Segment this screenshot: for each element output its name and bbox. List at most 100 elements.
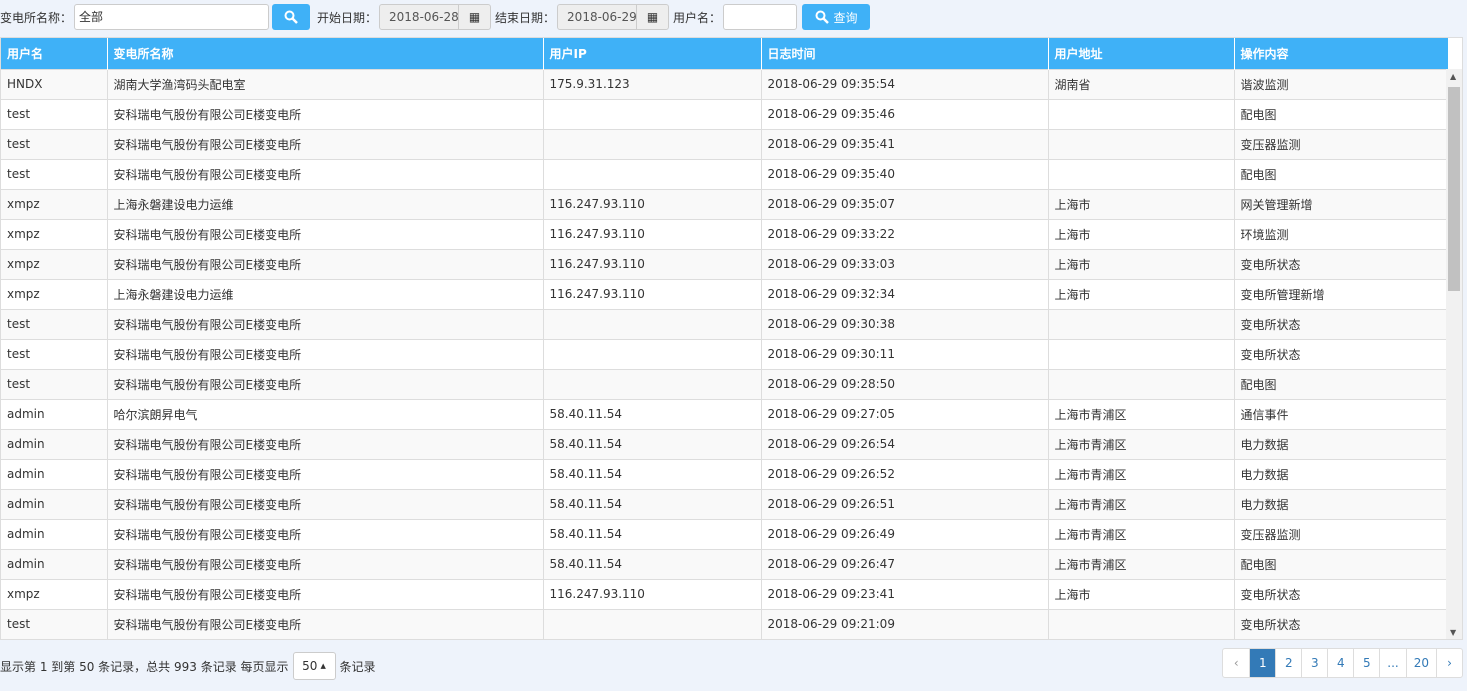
cell-operation: 谐波监测 xyxy=(1234,68,1449,99)
prev-page-button[interactable]: ‹ xyxy=(1233,656,1239,670)
cell-station: 安科瑞电气股份有限公司E楼变电所 xyxy=(107,608,544,639)
cell-username: test xyxy=(1,128,108,159)
cell-username: test xyxy=(1,308,108,339)
start-date-input[interactable]: 2018-06-28 xyxy=(389,10,459,24)
cell-address: 上海市青浦区 xyxy=(1048,428,1235,459)
cell-time: 2018-06-29 09:30:38 xyxy=(761,308,1049,339)
cell-operation: 变电所状态 xyxy=(1234,338,1449,369)
table-row[interactable]: test 安科瑞电气股份有限公司E楼变电所 2018-06-29 09:35:46 配… xyxy=(1,98,1449,129)
start-date-label: 开始日期： xyxy=(317,10,378,25)
cell-station: 安科瑞电气股份有限公司E楼变电所 xyxy=(107,308,544,339)
table-row[interactable]: admin 安科瑞电气股份有限公司E楼变电所 58.40.11.54 2018-06-… xyxy=(1,458,1449,489)
table-row[interactable]: xmpz 上海永磐建设电力运维 116.247.93.110 2018-06-29 0… xyxy=(1,188,1449,219)
start-date-picker[interactable]: 2018-06-28 ▦ xyxy=(379,4,492,30)
cell-ip: 58.40.11.54 xyxy=(543,458,762,489)
cell-operation: 变压器监测 xyxy=(1234,128,1449,159)
cell-operation: 变电所管理新增 xyxy=(1234,278,1449,309)
cell-address xyxy=(1048,338,1235,369)
header-operation[interactable]: 操作内容 xyxy=(1234,38,1449,69)
table-header-row: 用户名 变电所名称 用户IP 日志时间 用户地址 操作内容 xyxy=(1,38,1449,69)
header-ip[interactable]: 用户IP xyxy=(543,38,762,69)
cell-username: test xyxy=(1,338,108,369)
cell-ip: 58.40.11.54 xyxy=(543,398,762,429)
cell-username: xmpz xyxy=(1,188,108,219)
table-row[interactable]: test 安科瑞电气股份有限公司E楼变电所 2018-06-29 09:30:38 变… xyxy=(1,308,1449,339)
cell-address: 上海市 xyxy=(1048,188,1235,219)
cell-time: 2018-06-29 09:27:05 xyxy=(761,398,1049,429)
cell-username: admin xyxy=(1,518,108,549)
table-row[interactable]: admin 安科瑞电气股份有限公司E楼变电所 58.40.11.54 2018-06-… xyxy=(1,488,1449,519)
page-button[interactable]: 2 xyxy=(1275,649,1301,677)
table-row[interactable]: xmpz 上海永磐建设电力运维 116.247.93.110 2018-06-29 0… xyxy=(1,278,1449,309)
station-search-button[interactable] xyxy=(272,4,311,30)
cell-time: 2018-06-29 09:33:03 xyxy=(761,248,1049,279)
table-row[interactable]: test 安科瑞电气股份有限公司E楼变电所 2018-06-29 09:35:40 配… xyxy=(1,158,1449,189)
cell-station: 安科瑞电气股份有限公司E楼变电所 xyxy=(107,128,544,159)
vertical-scrollbar[interactable]: ▲ ▼ xyxy=(1446,69,1462,639)
cell-ip: 58.40.11.54 xyxy=(543,428,762,459)
page-button[interactable]: 4 xyxy=(1327,649,1353,677)
query-button[interactable]: 查询 xyxy=(802,4,871,30)
table-row[interactable]: admin 安科瑞电气股份有限公司E楼变电所 58.40.11.54 2018-06-… xyxy=(1,548,1449,579)
record-info: 显示第 1 到第 50 条记录，总共 993 条记录 每页显示 xyxy=(0,659,289,674)
table-row[interactable]: test 安科瑞电气股份有限公司E楼变电所 2018-06-29 09:30:11 变… xyxy=(1,338,1449,369)
end-date-label: 结束日期： xyxy=(495,10,556,25)
table-row[interactable]: test 安科瑞电气股份有限公司E楼变电所 2018-06-29 09:35:41 变… xyxy=(1,128,1449,159)
cell-time: 2018-06-29 09:33:22 xyxy=(761,218,1049,249)
calendar-icon[interactable]: ▦ xyxy=(636,5,668,29)
table-row[interactable]: admin 安科瑞电气股份有限公司E楼变电所 58.40.11.54 2018-06-… xyxy=(1,428,1449,459)
cell-username: admin xyxy=(1,548,108,579)
search-icon xyxy=(284,10,298,24)
cell-ip xyxy=(543,608,762,639)
cell-address: 上海市 xyxy=(1048,248,1235,279)
page-size-value: 50 xyxy=(302,659,318,673)
end-date-picker[interactable]: 2018-06-29 ▦ xyxy=(557,4,670,30)
cell-username: xmpz xyxy=(1,248,108,279)
table-row[interactable]: xmpz 安科瑞电气股份有限公司E楼变电所 116.247.93.110 2018-0… xyxy=(1,578,1449,609)
cell-station: 哈尔滨朗昇电气 xyxy=(107,398,544,429)
cell-operation: 配电图 xyxy=(1234,158,1449,189)
cell-operation: 变电所状态 xyxy=(1234,308,1449,339)
page-button[interactable]: 1 xyxy=(1249,649,1276,677)
page-button[interactable]: 5 xyxy=(1353,649,1379,677)
cell-operation: 变电所状态 xyxy=(1234,608,1449,639)
cell-address: 湖南省 xyxy=(1048,68,1235,99)
cell-ip xyxy=(543,308,762,339)
next-page-button[interactable]: › xyxy=(1436,649,1462,677)
cell-time: 2018-06-29 09:26:47 xyxy=(761,548,1049,579)
table-row[interactable]: admin 哈尔滨朗昇电气 58.40.11.54 2018-06-29 09:27:… xyxy=(1,398,1449,429)
page-size-select[interactable]: 50 ▲ xyxy=(292,652,336,680)
page-button[interactable]: 20 xyxy=(1405,649,1436,677)
username-input[interactable] xyxy=(723,4,798,30)
cell-operation: 配电图 xyxy=(1234,98,1449,129)
end-date-input[interactable]: 2018-06-29 xyxy=(567,10,637,24)
cell-station: 湖南大学渔湾码头配电室 xyxy=(107,68,544,99)
caret-up-icon: ▲ xyxy=(320,662,326,670)
header-username[interactable]: 用户名 xyxy=(1,38,108,69)
table-row[interactable]: test 安科瑞电气股份有限公司E楼变电所 2018-06-29 09:21:09 变… xyxy=(1,608,1449,639)
table-row[interactable]: xmpz 安科瑞电气股份有限公司E楼变电所 116.247.93.110 2018-0… xyxy=(1,248,1449,279)
table-row[interactable]: test 安科瑞电气股份有限公司E楼变电所 2018-06-29 09:28:50 配… xyxy=(1,368,1449,399)
table-row[interactable]: xmpz 安科瑞电气股份有限公司E楼变电所 116.247.93.110 2018-0… xyxy=(1,218,1449,249)
cell-operation: 网关管理新增 xyxy=(1234,188,1449,219)
calendar-icon[interactable]: ▦ xyxy=(458,5,490,29)
cell-station: 安科瑞电气股份有限公司E楼变电所 xyxy=(107,248,544,279)
station-input[interactable]: 全部 xyxy=(74,4,270,30)
cell-time: 2018-06-29 09:32:34 xyxy=(761,278,1049,309)
record-suffix: 条记录 xyxy=(339,659,376,674)
scroll-down-icon[interactable]: ▼ xyxy=(1450,628,1457,637)
cell-operation: 通信事件 xyxy=(1234,398,1449,429)
scrollbar-thumb[interactable] xyxy=(1448,87,1460,291)
cell-ip: 58.40.11.54 xyxy=(543,518,762,549)
scroll-up-icon[interactable]: ▲ xyxy=(1450,72,1457,81)
cell-address xyxy=(1048,308,1235,339)
header-address[interactable]: 用户地址 xyxy=(1048,38,1235,69)
header-station[interactable]: 变电所名称 xyxy=(107,38,544,69)
cell-username: admin xyxy=(1,488,108,519)
page-button[interactable]: 3 xyxy=(1301,649,1327,677)
cell-username: xmpz xyxy=(1,278,108,309)
header-time[interactable]: 日志时间 xyxy=(761,38,1049,69)
table-row[interactable]: HNDX 湖南大学渔湾码头配电室 175.9.31.123 2018-06-29 09… xyxy=(1,68,1449,99)
table-row[interactable]: admin 安科瑞电气股份有限公司E楼变电所 58.40.11.54 2018-06-… xyxy=(1,518,1449,549)
cell-ip xyxy=(543,128,762,159)
